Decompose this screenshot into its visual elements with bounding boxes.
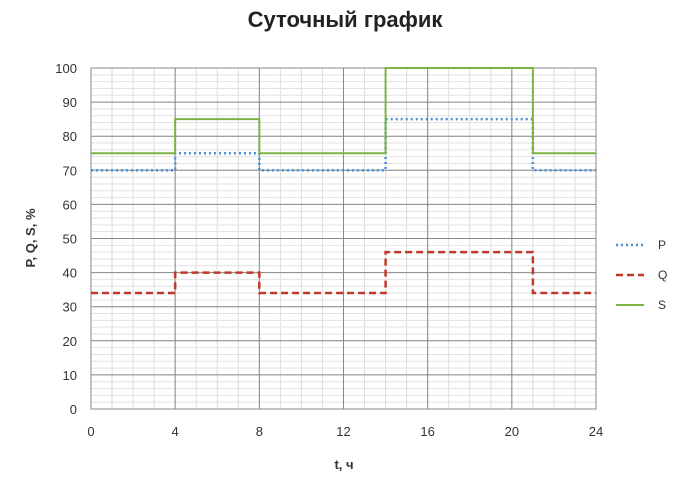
y-tick-label: 90 bbox=[63, 95, 77, 110]
legend-label-p: P bbox=[658, 238, 666, 252]
legend-label-s: S bbox=[658, 298, 666, 312]
legend: P Q S bbox=[616, 238, 667, 312]
x-tick-label: 8 bbox=[256, 424, 263, 439]
x-tick-label: 0 bbox=[87, 424, 94, 439]
x-tick-label: 4 bbox=[172, 424, 179, 439]
y-axis-ticks: 0 10 20 30 40 50 60 70 80 90 100 bbox=[55, 61, 77, 417]
chart-title: Суточный график bbox=[248, 7, 444, 32]
y-tick-label: 50 bbox=[63, 232, 77, 247]
x-tick-label: 16 bbox=[420, 424, 434, 439]
y-tick-label: 30 bbox=[63, 300, 77, 315]
y-tick-label: 60 bbox=[63, 197, 77, 212]
x-tick-label: 24 bbox=[589, 424, 603, 439]
x-tick-label: 20 bbox=[505, 424, 519, 439]
legend-label-q: Q bbox=[658, 268, 667, 282]
y-tick-label: 20 bbox=[63, 334, 77, 349]
x-tick-label: 12 bbox=[336, 424, 350, 439]
y-tick-label: 80 bbox=[63, 129, 77, 144]
y-axis-label: P, Q, S, % bbox=[23, 208, 38, 267]
series-line-s bbox=[91, 67, 596, 155]
y-tick-label: 10 bbox=[63, 368, 77, 383]
y-tick-label: 0 bbox=[70, 402, 77, 417]
y-tick-label: 40 bbox=[63, 266, 77, 281]
series-lines bbox=[91, 67, 596, 295]
y-tick-label: 100 bbox=[55, 61, 77, 76]
y-tick-label: 70 bbox=[63, 163, 77, 178]
x-axis-ticks: 0 4 8 12 16 20 24 bbox=[87, 424, 603, 439]
series-line-q bbox=[91, 250, 596, 295]
series-line-p bbox=[91, 117, 596, 172]
x-axis-label: t, ч bbox=[334, 457, 353, 472]
